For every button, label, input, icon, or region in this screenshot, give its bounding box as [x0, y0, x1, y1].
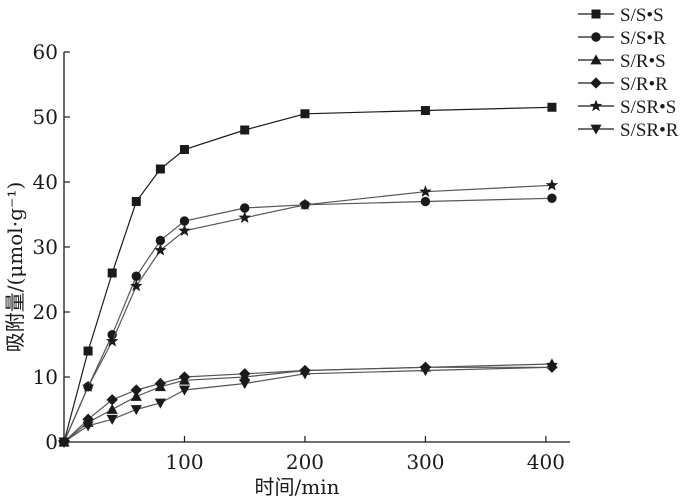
data-point [106, 414, 118, 425]
series-layer [57, 102, 559, 448]
data-point [83, 346, 93, 356]
data-point [106, 403, 118, 414]
data-point [81, 380, 95, 393]
data-point [107, 268, 117, 278]
legend-marker [591, 9, 601, 19]
x-tick-label: 400 [527, 450, 565, 474]
x-tick-label: 200 [286, 450, 324, 474]
series-line [63, 366, 552, 443]
series-circle [59, 193, 557, 447]
data-point [419, 366, 431, 377]
data-point [178, 224, 191, 237]
data-point [240, 203, 250, 213]
legend-marker [590, 124, 602, 135]
data-point [155, 164, 165, 174]
legend-label: S/SR•S [620, 97, 676, 118]
y-tick-label: 0 [45, 430, 58, 454]
legend-item: S/R•R [578, 74, 668, 95]
data-point [154, 243, 167, 256]
data-point [547, 102, 557, 112]
legend-item: S/SR•S [578, 97, 676, 118]
data-point [546, 362, 558, 373]
data-point [131, 197, 141, 207]
y-tick-label: 60 [33, 40, 58, 64]
ticks: 0 10 20 30 40 50 60 100 200 300 400 [33, 40, 565, 474]
series-line [63, 363, 552, 443]
legend-label: S/R•R [620, 74, 668, 95]
data-point [179, 145, 189, 155]
legend-marker [590, 54, 602, 65]
data-point [298, 198, 312, 211]
series-line [63, 197, 552, 443]
data-point [179, 216, 190, 226]
data-point [130, 279, 143, 292]
data-point [545, 178, 559, 191]
data-point [154, 377, 167, 390]
data-point [419, 185, 432, 198]
x-tick-label: 300 [406, 450, 444, 474]
series-line [63, 366, 552, 443]
data-point [299, 369, 311, 380]
data-point [131, 271, 141, 281]
data-point [105, 334, 119, 347]
data-point [239, 379, 251, 390]
legend-item: S/R•S [578, 51, 666, 72]
data-point [238, 211, 251, 224]
y-tick-label: 30 [33, 235, 58, 259]
legend-item: S/SR•R [578, 120, 679, 141]
legend-label: S/SR•R [620, 120, 679, 141]
data-point [130, 384, 142, 396]
y-tick-label: 40 [33, 170, 58, 194]
legend-marker [589, 99, 603, 112]
data-point [420, 196, 431, 207]
legend: S/S•SS/S•RS/R•SS/R•RS/SR•SS/SR•R [578, 5, 679, 141]
data-point [420, 106, 430, 116]
legend-item: S/S•R [578, 28, 666, 49]
data-point [130, 390, 142, 401]
legend-item: S/S•S [578, 5, 664, 26]
legend-label: S/S•R [620, 28, 666, 49]
data-point [154, 398, 166, 409]
legend-marker [590, 77, 602, 89]
legend-marker [591, 32, 601, 42]
data-point [547, 193, 557, 203]
y-tick-label: 10 [33, 365, 58, 389]
data-point [58, 437, 70, 448]
axes [63, 52, 570, 443]
y-tick-label: 20 [33, 300, 58, 324]
legend-label: S/S•S [620, 5, 664, 26]
data-point [130, 405, 142, 416]
y-tick-label: 50 [33, 105, 58, 129]
series-line [63, 106, 552, 443]
x-tick-label: 100 [165, 450, 203, 474]
data-point [300, 109, 310, 119]
data-point [239, 368, 251, 380]
series-line [63, 184, 552, 443]
y-axis-title: 吸附量/(μmol·g⁻¹) [3, 182, 27, 352]
data-point [178, 371, 191, 383]
data-point [155, 235, 166, 246]
x-axis-title: 时间/min [255, 475, 340, 497]
series-triangle-down [58, 362, 558, 448]
data-point [178, 385, 191, 396]
data-point [106, 394, 118, 406]
legend-label: S/R•S [620, 51, 666, 72]
data-point [240, 125, 250, 135]
data-point [82, 421, 94, 432]
